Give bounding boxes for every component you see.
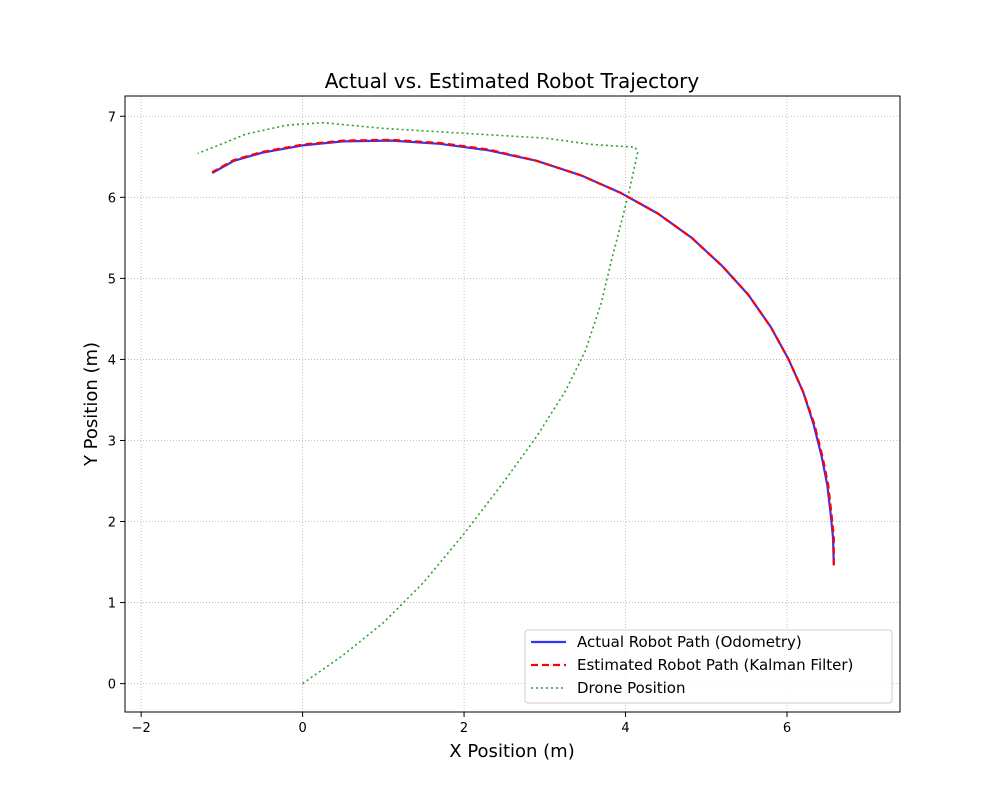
x-tick-label: 4 (621, 721, 629, 736)
y-tick-label: 6 (108, 191, 116, 206)
x-tick-label: 6 (783, 721, 791, 736)
plot-area-frame (124, 95, 901, 713)
y-tick-label: 5 (108, 272, 116, 287)
x-tick-label: 0 (298, 721, 306, 736)
series-layer (197, 121, 835, 685)
chart-title: Actual vs. Estimated Robot Trajectory (325, 69, 700, 93)
y-tick-label: 7 (108, 110, 116, 125)
legend-label: Estimated Robot Path (Kalman Filter) (577, 656, 853, 674)
series-line-2 (197, 121, 639, 685)
legend: Actual Robot Path (Odometry) Estimated Ro… (524, 629, 893, 704)
legend-label: Actual Robot Path (Odometry) (577, 633, 802, 651)
y-tick-label: 4 (108, 353, 116, 368)
y-tick-label: 2 (108, 516, 116, 531)
grid-lines (125, 96, 900, 712)
x-axis-ticks: −2 0 2 4 6 (132, 712, 791, 736)
y-axis-ticks: 0 1 2 3 4 5 6 7 (108, 110, 125, 693)
series-line-1 (211, 138, 835, 566)
y-tick-label: 1 (108, 597, 116, 612)
y-tick-label: 0 (108, 678, 116, 693)
y-axis-label: Y Position (m) (81, 342, 102, 467)
x-tick-label: 2 (460, 721, 468, 736)
y-tick-label: 3 (108, 434, 116, 449)
legend-box (524, 629, 893, 704)
legend-label: Drone Position (577, 679, 685, 697)
x-tick-label: −2 (132, 721, 151, 736)
x-axis-label: X Position (m) (449, 741, 574, 762)
